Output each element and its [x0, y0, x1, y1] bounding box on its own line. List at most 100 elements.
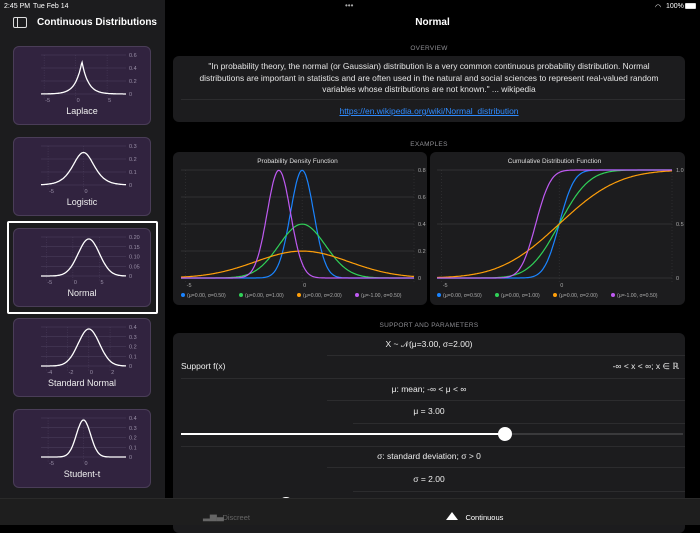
wifi-icon: ◠ [655, 4, 662, 11]
y-tick-label: 0.1 [129, 445, 137, 451]
examples-header: EXAMPLES [410, 141, 448, 148]
y-tick-label: 0 [129, 274, 132, 280]
x-tick-label: 5 [108, 98, 111, 104]
selection-highlight [7, 221, 158, 314]
y-tick-label: 0.1 [129, 354, 137, 360]
params-header: SUPPORT AND PARAMETERS [379, 322, 479, 329]
y-tick-label: 0.2 [129, 345, 137, 351]
slider-fill [181, 433, 505, 435]
series-line [181, 169, 414, 279]
thumbnail-curve [41, 238, 126, 277]
legend-label: (μ=-1.00, σ=0.50) [617, 293, 658, 299]
support-label: Support f(x) [181, 361, 226, 371]
x-tick-label: 0 [85, 189, 88, 195]
legend-marker [239, 293, 243, 297]
thumbnail-chart: 0.6 0.4 0.2 0 -5 0 5 [40, 53, 137, 104]
y-tick-label: 0.5 [676, 222, 684, 228]
overview-panel: "In probability theory, the normal (or G… [173, 56, 685, 122]
multitask-dots[interactable]: ••• [345, 1, 354, 10]
legend-label: (μ=0.00, σ=1.00) [501, 293, 540, 299]
y-tick-label: 0 [129, 455, 132, 461]
y-tick-label: 0 [129, 183, 132, 189]
sidebar-item-logistic[interactable]: 0.3 0.2 0.1 0 -5 0 Logistic [13, 137, 151, 216]
y-tick-label: 0.10 [129, 255, 140, 261]
legend-marker [611, 293, 615, 297]
thumbnail-curve [40, 59, 126, 95]
x-tick-label: 5 [100, 280, 103, 286]
y-tick-label: 0.3 [129, 426, 137, 432]
sidebar-item-laplace[interactable]: 0.6 0.4 0.2 0 -5 0 5 Laplace [13, 46, 151, 125]
tab-bar: ▂▅▃ Discreet Continuous [0, 498, 700, 525]
y-tick-label: 0.4 [129, 416, 137, 422]
x-tick-label: 0 [303, 283, 306, 289]
x-tick-label: -4 [47, 370, 52, 376]
sidebar-item-normal[interactable]: 0.20 0.15 0.10 0.05 0 -5 0 5 Normal [13, 228, 151, 307]
y-tick-label: 0 [418, 276, 421, 282]
y-tick-label: 0.4 [418, 222, 426, 228]
legend-marker [355, 293, 359, 297]
mu-slider[interactable] [181, 427, 683, 441]
thumbnail-chart: 0.4 0.3 0.2 0.1 0 -4 -2 0 2 [41, 325, 137, 376]
wikipedia-link[interactable]: https://en.wikipedia.org/wiki/Normal_dis… [339, 106, 519, 116]
sidebar-item-label: Standard Normal [47, 378, 117, 388]
y-tick-label: 0.15 [129, 245, 140, 251]
legend-label: (μ=0.00, σ=2.00) [303, 293, 342, 299]
y-tick-label: 0.1 [129, 170, 137, 176]
sidebar-item-studentt[interactable]: 0.4 0.3 0.2 0.1 0 -5 0 Student-t [13, 409, 151, 488]
x-tick-label: -5 [45, 98, 50, 104]
series-line [180, 250, 415, 278]
mu-value: μ = 3.00 [413, 406, 445, 416]
thumbnail-curve [41, 419, 126, 458]
y-tick-label: 0.8 [418, 168, 426, 174]
y-tick-label: 0.4 [129, 325, 137, 331]
y-tick-label: 1.0 [676, 168, 684, 174]
legend-marker [297, 293, 301, 297]
x-tick-label: -5 [443, 283, 448, 289]
series-line [437, 170, 672, 279]
sidebar: 2:45 PM Tue Feb 14 Continuous Distributi… [0, 0, 165, 525]
pdf-chart-panel [173, 152, 427, 305]
y-tick-label: 0.6 [418, 195, 426, 201]
x-tick-label: -5 [187, 283, 192, 289]
y-tick-label: 0.6 [129, 53, 137, 59]
legend-label: (μ=0.00, σ=1.00) [245, 293, 284, 299]
overview-header: OVERVIEW [410, 45, 448, 52]
legend-marker [181, 293, 185, 297]
sidebar-toggle-icon[interactable] [13, 17, 27, 28]
sidebar-item-stdnormal[interactable]: 0.4 0.3 0.2 0.1 0 -4 -2 0 2 Standard Normal [13, 318, 151, 397]
tab-discreet[interactable]: ▂▅▃ Discreet [203, 507, 250, 525]
mu-description: μ: mean; -∞ < μ < ∞ [391, 384, 467, 394]
x-tick-label: 0 [560, 283, 563, 289]
slider-thumb[interactable] [497, 427, 512, 441]
y-tick-label: 0.4 [129, 66, 137, 72]
sidebar-item-label: Student-t [63, 469, 101, 479]
sidebar-item-label: Logistic [66, 197, 98, 207]
x-tick-label: 0 [74, 280, 77, 286]
y-tick-label: 0.3 [129, 335, 137, 341]
tab-discreet-label: Discreet [222, 513, 250, 522]
sigma-value: σ = 2.00 [413, 474, 445, 484]
sidebar-item-label: Normal [67, 288, 97, 298]
thumbnail-curve [40, 151, 127, 186]
support-value: -∞ < x < ∞; x ∈ ℝ [612, 361, 679, 371]
tab-continuous[interactable]: Continuous [446, 507, 503, 525]
legend-marker [437, 293, 441, 297]
x-tick-label: 0 [77, 98, 80, 104]
legend-label: (μ=-1.00, σ=0.50) [361, 293, 402, 299]
bar-chart-icon: ▂▅▃ [203, 511, 224, 522]
battery-icon [685, 3, 696, 9]
status-battery: 100% [666, 3, 684, 10]
overview-quote: "In probability theory, the normal (or G… [199, 61, 659, 94]
thumbnail-chart: 0.3 0.2 0.1 0 -5 0 [40, 144, 137, 195]
x-tick-label: -5 [47, 280, 52, 286]
x-tick-label: 2 [111, 370, 114, 376]
legend-marker [495, 293, 499, 297]
distribution-formula: X ~ 𝒩(μ=3.00, σ=2.00) [385, 339, 473, 349]
x-tick-label: 0 [90, 370, 93, 376]
thumbnail-chart: 0.20 0.15 0.10 0.05 0 -5 0 5 [41, 235, 140, 286]
y-tick-label: 0.2 [129, 436, 137, 442]
series-line [437, 169, 672, 279]
y-tick-label: 0.3 [129, 144, 137, 150]
thumbnail-curve [41, 328, 126, 367]
